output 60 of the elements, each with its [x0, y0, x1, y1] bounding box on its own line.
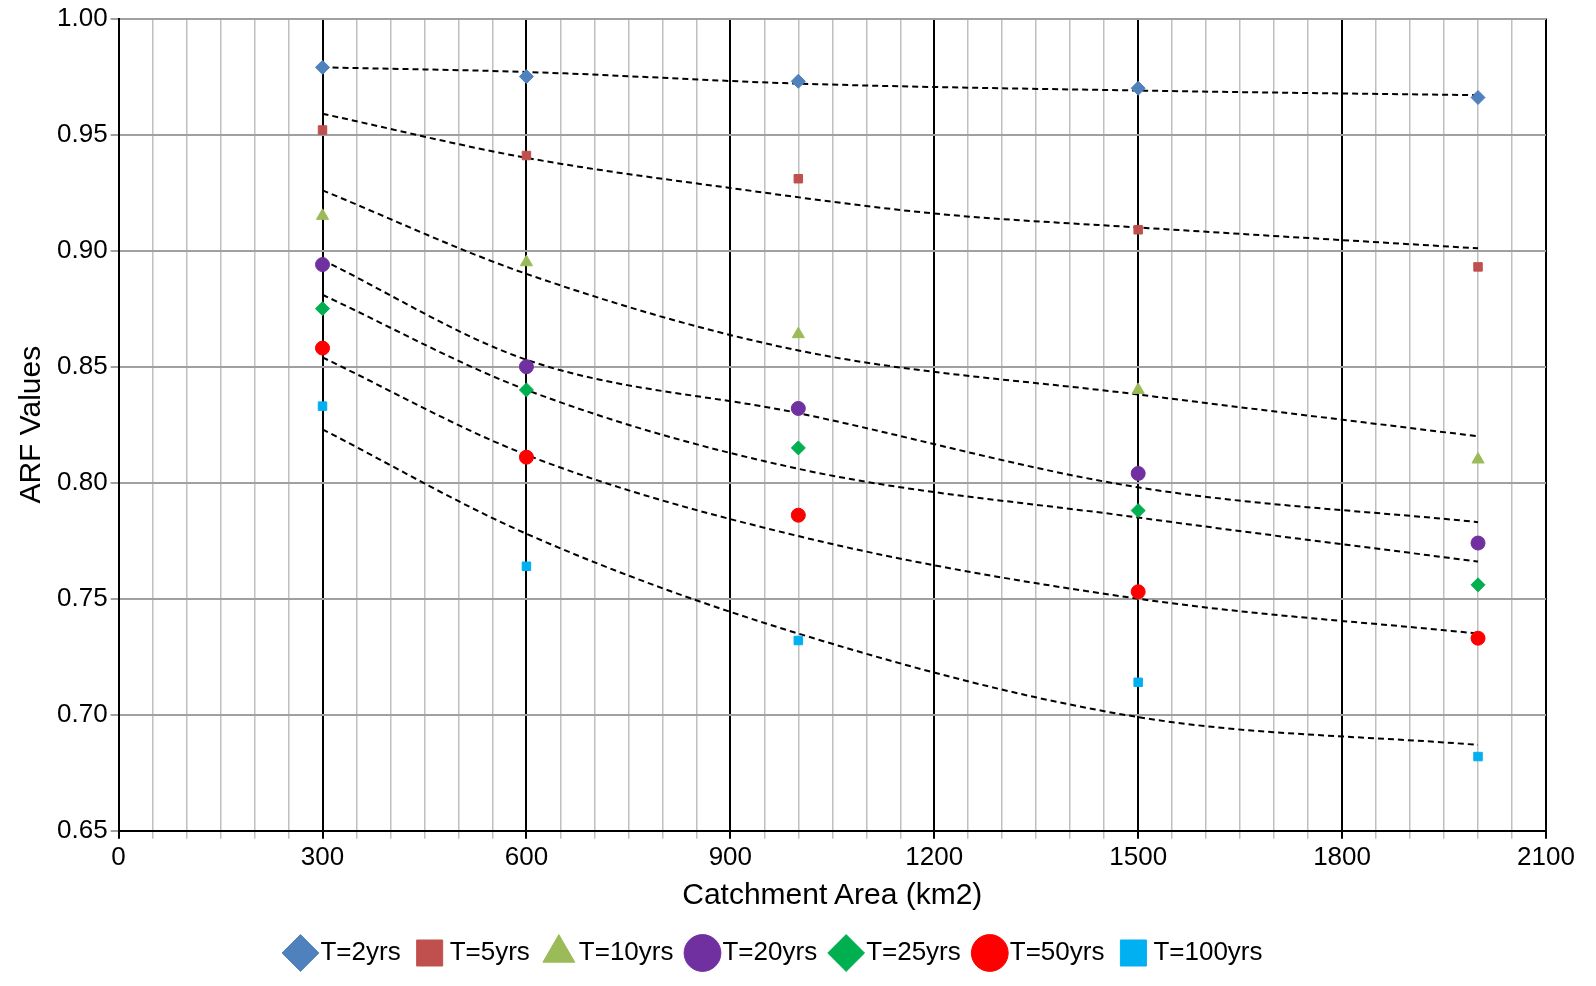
y-axis-title: ARF Values [13, 345, 47, 504]
point [315, 340, 331, 356]
point [790, 507, 806, 523]
x-tick-label: 600 [504, 840, 549, 871]
point [315, 257, 331, 273]
point [1470, 90, 1486, 105]
point [1473, 751, 1483, 762]
legend-label: T=10yrs [578, 936, 674, 967]
point [1471, 452, 1485, 464]
x-tick-label: 0 [111, 840, 126, 871]
point [521, 150, 532, 161]
point [1133, 677, 1143, 688]
point [519, 254, 533, 267]
legend-label: T=20yrs [722, 936, 818, 967]
legend-label: T=25yrs [866, 936, 961, 967]
point [790, 73, 806, 89]
point [518, 359, 534, 375]
point [1130, 465, 1146, 481]
point [1470, 630, 1486, 646]
legend-label: T=100yrs [1153, 936, 1263, 967]
point [317, 125, 328, 135]
y-tick-label: 1.00 [56, 1, 108, 32]
x-tick-label: 2100 [1517, 840, 1575, 871]
legend-label: T=2yrs [320, 936, 401, 967]
point [315, 59, 331, 75]
point [1130, 80, 1146, 96]
x-tick-label: 1200 [905, 840, 964, 871]
legend-label: T=50yrs [1009, 936, 1105, 967]
x-tick-label: 900 [708, 840, 753, 871]
point [793, 635, 804, 646]
y-tick-label: 0.85 [56, 349, 108, 380]
legend-label: T=5yrs [449, 936, 530, 967]
point [315, 208, 330, 220]
point [1470, 535, 1486, 551]
point [521, 561, 532, 571]
point [317, 401, 328, 411]
point [1133, 225, 1143, 235]
y-tick-label: 0.80 [56, 465, 108, 496]
point [1130, 584, 1146, 600]
point [1131, 382, 1145, 394]
point [791, 326, 805, 339]
point [1130, 503, 1146, 519]
x-tick-label: 1800 [1313, 840, 1372, 871]
point [1470, 577, 1486, 593]
point [518, 69, 534, 85]
point [1473, 262, 1483, 272]
x-tick-label: 1500 [1109, 840, 1168, 871]
point [518, 449, 534, 465]
point [790, 440, 806, 456]
y-tick-label: 0.75 [56, 581, 108, 612]
point [518, 382, 534, 398]
x-tick-label: 300 [300, 840, 345, 871]
x-axis-title: Catchment Area (km2) [682, 877, 983, 911]
y-tick-label: 0.70 [56, 697, 108, 728]
point [790, 400, 806, 416]
y-tick-label: 0.65 [56, 813, 108, 844]
y-tick-label: 0.90 [56, 233, 108, 264]
point [793, 173, 804, 184]
point [315, 301, 331, 317]
y-tick-label: 0.95 [56, 117, 108, 148]
